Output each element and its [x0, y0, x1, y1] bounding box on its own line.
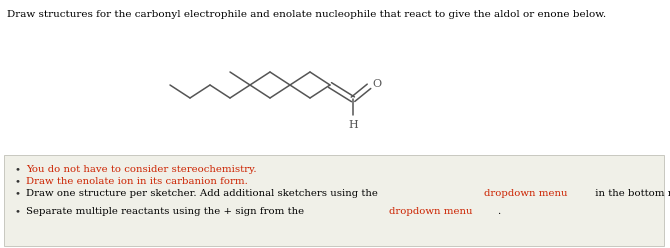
Text: dropdown menu: dropdown menu	[389, 207, 472, 216]
Text: H: H	[348, 120, 358, 130]
Text: Draw the enolate ion in its carbanion form.: Draw the enolate ion in its carbanion fo…	[26, 177, 248, 186]
Text: You do not have to consider stereochemistry.: You do not have to consider stereochemis…	[26, 165, 257, 174]
Text: •: •	[15, 207, 21, 216]
Text: O: O	[372, 79, 381, 89]
Text: •: •	[15, 177, 21, 186]
Text: Draw one structure per sketcher. Add additional sketchers using the: Draw one structure per sketcher. Add add…	[26, 189, 381, 198]
Text: Draw structures for the carbonyl electrophile and enolate nucleophile that react: Draw structures for the carbonyl electro…	[7, 10, 606, 19]
Text: •: •	[15, 189, 21, 198]
Text: .: .	[497, 207, 500, 216]
FancyBboxPatch shape	[4, 155, 664, 246]
Text: •: •	[15, 165, 21, 174]
Text: in the bottom right corner.: in the bottom right corner.	[592, 189, 670, 198]
Text: Separate multiple reactants using the + sign from the: Separate multiple reactants using the + …	[26, 207, 308, 216]
Text: dropdown menu: dropdown menu	[484, 189, 567, 198]
